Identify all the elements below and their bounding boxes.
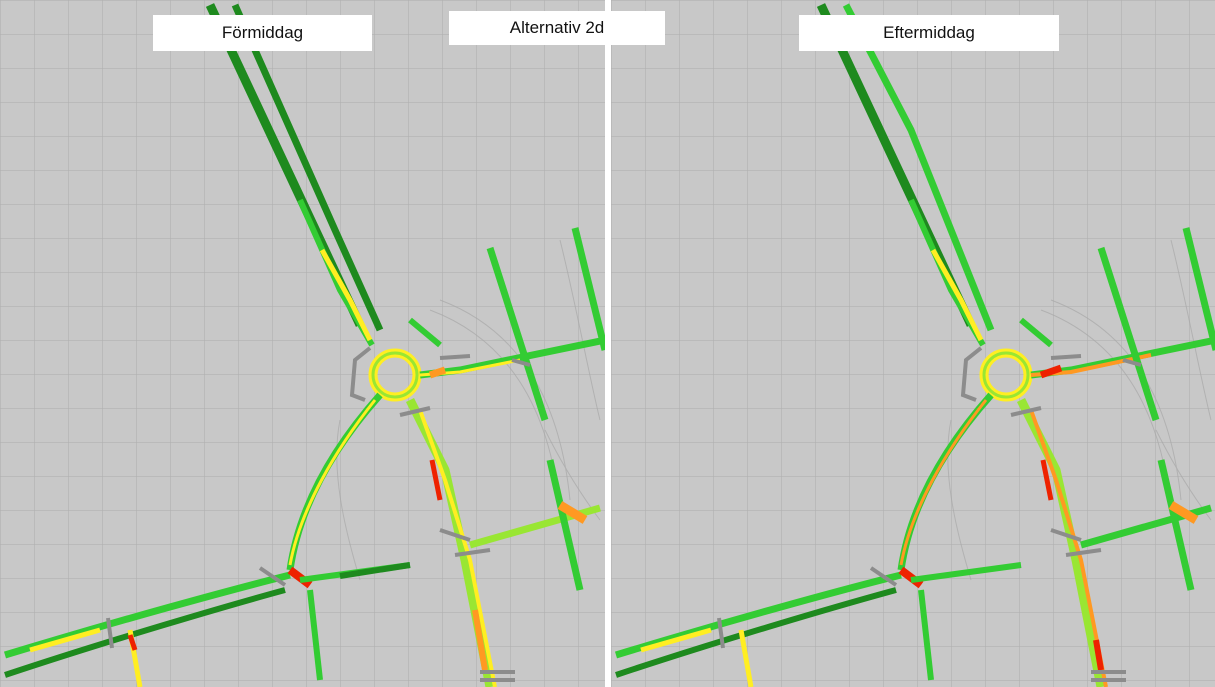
panel-divider <box>605 0 611 687</box>
traffic-network-forenoon <box>3 3 605 687</box>
highway-north <box>205 3 384 347</box>
background-roads <box>947 239 1212 581</box>
arterial-southwest <box>3 392 411 687</box>
background-roads <box>336 239 601 581</box>
arterial-east <box>399 227 605 422</box>
highway-north <box>816 3 995 347</box>
traffic-network-afternoon <box>614 3 1215 687</box>
roundabout <box>349 346 422 402</box>
roundabout <box>960 346 1033 402</box>
arterial-south <box>405 397 601 687</box>
scenario-label: Alternativ 2d <box>449 11 665 45</box>
period-label-afternoon: Eftermiddag <box>799 15 1059 51</box>
map-panel-forenoon[interactable] <box>0 0 605 687</box>
map-panel-afternoon[interactable] <box>611 0 1215 687</box>
period-label-forenoon: Förmiddag <box>153 15 372 51</box>
arterial-east <box>1010 227 1215 422</box>
arterial-southwest <box>614 392 1022 687</box>
arterial-south <box>1016 397 1212 687</box>
